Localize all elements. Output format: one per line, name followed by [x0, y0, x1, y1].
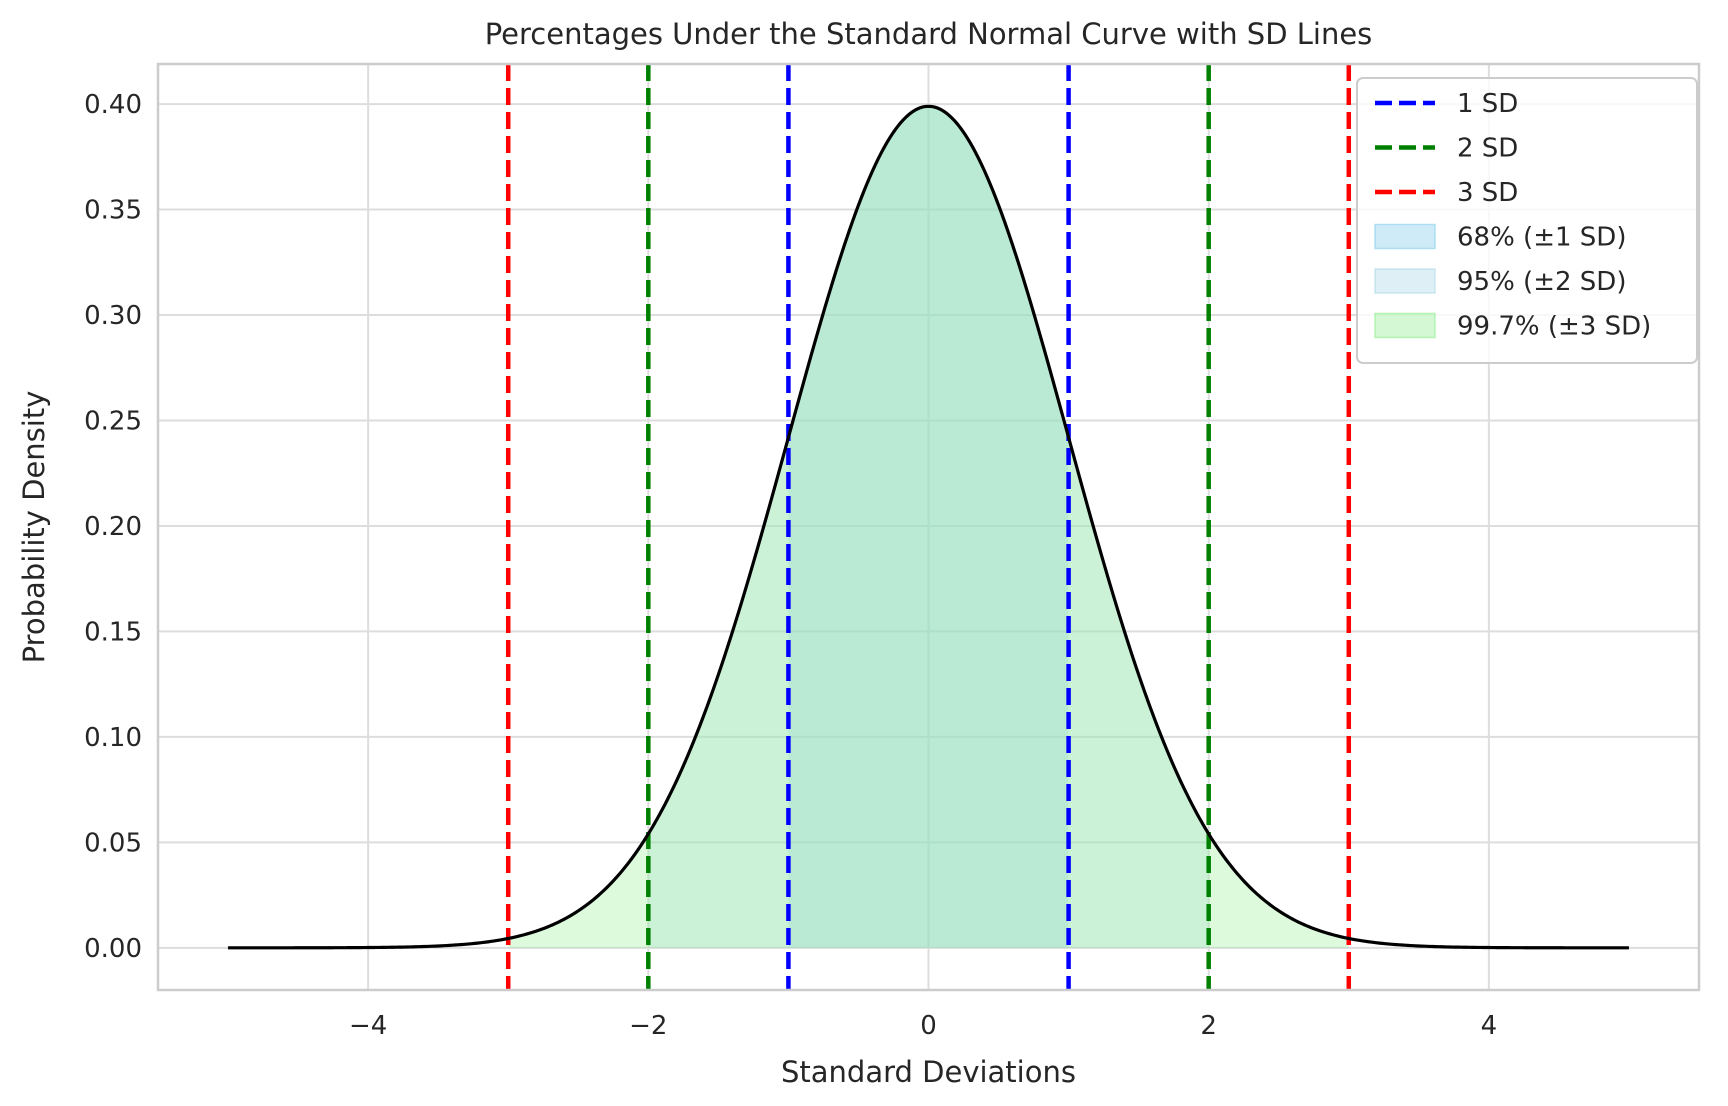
chart-title: Percentages Under the Standard Normal Cu… [485, 17, 1373, 51]
legend-swatch-patch [1374, 268, 1436, 294]
legend-swatch-patch [1374, 223, 1436, 250]
legend-label: 99.7% (±3 SD) [1457, 312, 1651, 342]
y-tick-label: 0.00 [84, 934, 142, 964]
shaded-region-3 [508, 106, 1349, 948]
y-tick-label: 0.20 [84, 512, 142, 542]
y-tick-label: 0.05 [84, 828, 142, 858]
y-tick-label: 0.25 [84, 406, 142, 436]
y-tick-label: 0.40 [84, 90, 142, 120]
shaded-regions [508, 106, 1349, 948]
y-tick-label: 0.30 [84, 301, 142, 331]
legend-box [1356, 77, 1698, 364]
x-tick-label: 2 [1200, 1011, 1217, 1041]
y-tick-label: 0.10 [84, 723, 142, 753]
y-axis-title: Probability Density [17, 391, 51, 664]
legend: 1 SD 2 SD 3 SD 68% (±1 SD) 95% (±2 SD) 99.7% … [1356, 77, 1698, 364]
legend-label: 95% (±2 SD) [1457, 267, 1626, 297]
x-tick-label: 4 [1481, 1011, 1498, 1041]
legend-swatch-patch [1374, 312, 1436, 339]
shaded-region-1 [788, 106, 1069, 948]
x-tick-label: −2 [629, 1011, 667, 1041]
legend-label: 3 SD [1457, 178, 1518, 208]
plot-frame [156, 62, 1701, 992]
legend-label: 1 SD [1457, 89, 1518, 119]
y-tick-label: 0.15 [84, 617, 142, 647]
tick-labels: −4 −2 0 2 4 0.00 0.05 0.10 0.15 0.20 0.25 0.30 0.35 0… [84, 90, 1497, 1041]
y-tick-label: 0.35 [84, 196, 142, 226]
legend-label: 2 SD [1457, 134, 1518, 164]
curve-layer [228, 104, 1629, 950]
x-tick-label: 0 [920, 1011, 937, 1041]
x-axis-title: Standard Deviations [781, 1055, 1076, 1089]
x-tick-label: −4 [349, 1011, 387, 1041]
legend-label: 68% (±1 SD) [1457, 223, 1626, 253]
normal-curve-line [228, 104, 1629, 950]
